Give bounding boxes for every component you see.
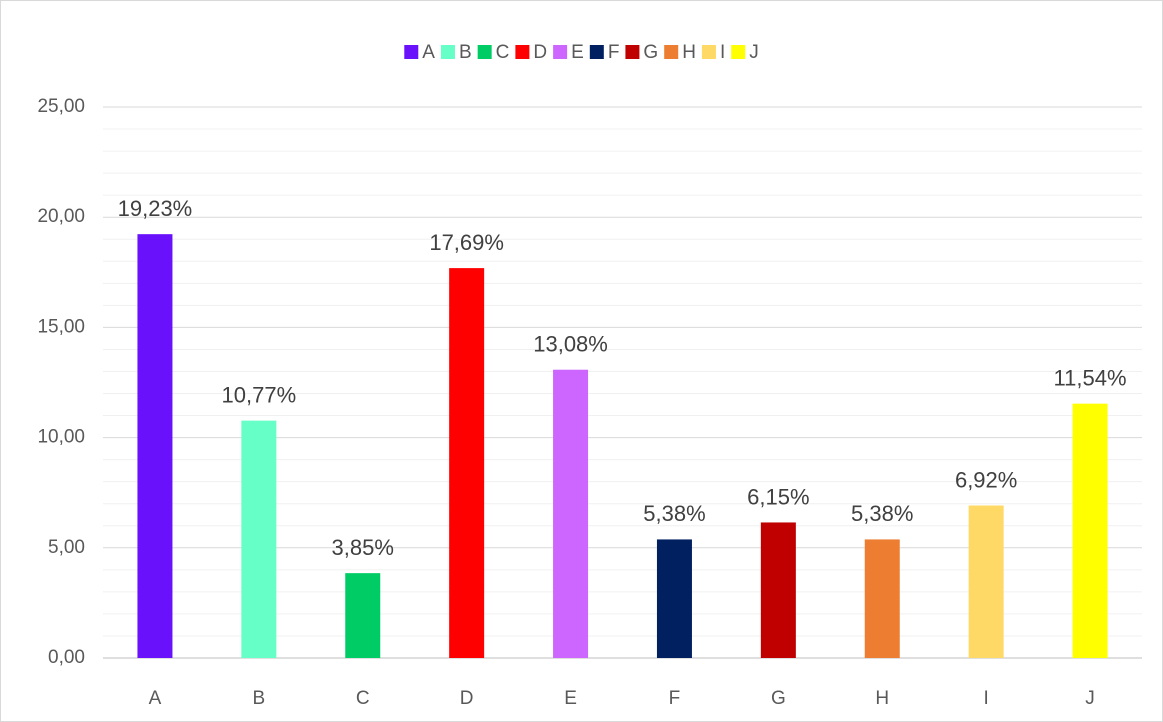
legend-label: J bbox=[749, 42, 759, 63]
x-tick-label: B bbox=[253, 688, 266, 709]
bar bbox=[1072, 403, 1108, 658]
legend-swatch bbox=[589, 45, 604, 59]
legend-swatch bbox=[477, 45, 492, 59]
legend-label: H bbox=[682, 42, 696, 63]
bar bbox=[553, 369, 589, 658]
x-tick-label: I bbox=[984, 688, 989, 709]
bar bbox=[864, 539, 900, 658]
bar bbox=[760, 522, 796, 658]
y-tick-label: 15,00 bbox=[37, 316, 85, 337]
bar bbox=[968, 505, 1004, 658]
x-tick-label: E bbox=[564, 688, 577, 709]
legend-label: G bbox=[643, 42, 658, 63]
bar bbox=[345, 573, 381, 658]
legend-label: F bbox=[608, 42, 620, 63]
x-tick-label: D bbox=[460, 688, 474, 709]
x-tick-label: F bbox=[669, 688, 681, 709]
data-label: 11,54% bbox=[1054, 365, 1127, 390]
y-tick-label: 5,00 bbox=[48, 537, 85, 558]
legend-label: E bbox=[571, 42, 584, 63]
x-tick-label: H bbox=[875, 688, 889, 709]
data-label: 17,69% bbox=[429, 230, 504, 255]
data-label: 13,08% bbox=[533, 332, 608, 357]
y-tick-label: 20,00 bbox=[37, 206, 85, 227]
legend-label: C bbox=[496, 42, 510, 63]
data-label: 5,38% bbox=[851, 501, 913, 526]
x-tick-label: C bbox=[356, 688, 370, 709]
data-label: 6,92% bbox=[955, 467, 1017, 492]
y-tick-label: 25,00 bbox=[37, 96, 85, 117]
x-tick-label: G bbox=[771, 688, 786, 709]
legend-swatch bbox=[515, 45, 530, 59]
legend-swatch bbox=[701, 45, 716, 59]
bar bbox=[656, 539, 692, 658]
data-label: 3,85% bbox=[332, 535, 394, 560]
data-label: 10,77% bbox=[222, 382, 297, 407]
legend: A B C D E F G H I J bbox=[404, 42, 759, 63]
legend-swatch bbox=[553, 45, 568, 59]
bar bbox=[137, 234, 173, 658]
x-tick-label: A bbox=[149, 688, 162, 709]
legend-label: B bbox=[459, 42, 472, 63]
y-tick-label: 10,00 bbox=[37, 427, 85, 448]
x-tick-label: J bbox=[1085, 688, 1095, 709]
bar bbox=[241, 420, 277, 658]
legend-swatch bbox=[404, 45, 419, 59]
data-label: 19,23% bbox=[118, 196, 193, 221]
legend-swatch bbox=[625, 45, 640, 59]
bar bbox=[449, 268, 485, 658]
data-label: 6,15% bbox=[747, 484, 809, 509]
y-tick-label: 0,00 bbox=[48, 647, 85, 668]
data-label: 5,38% bbox=[643, 501, 705, 526]
legend-label: I bbox=[720, 42, 725, 63]
legend-label: A bbox=[422, 42, 435, 63]
legend-label: D bbox=[533, 42, 547, 63]
legend-swatch bbox=[664, 45, 679, 59]
legend-swatch bbox=[440, 45, 455, 59]
legend-swatch bbox=[731, 45, 746, 59]
